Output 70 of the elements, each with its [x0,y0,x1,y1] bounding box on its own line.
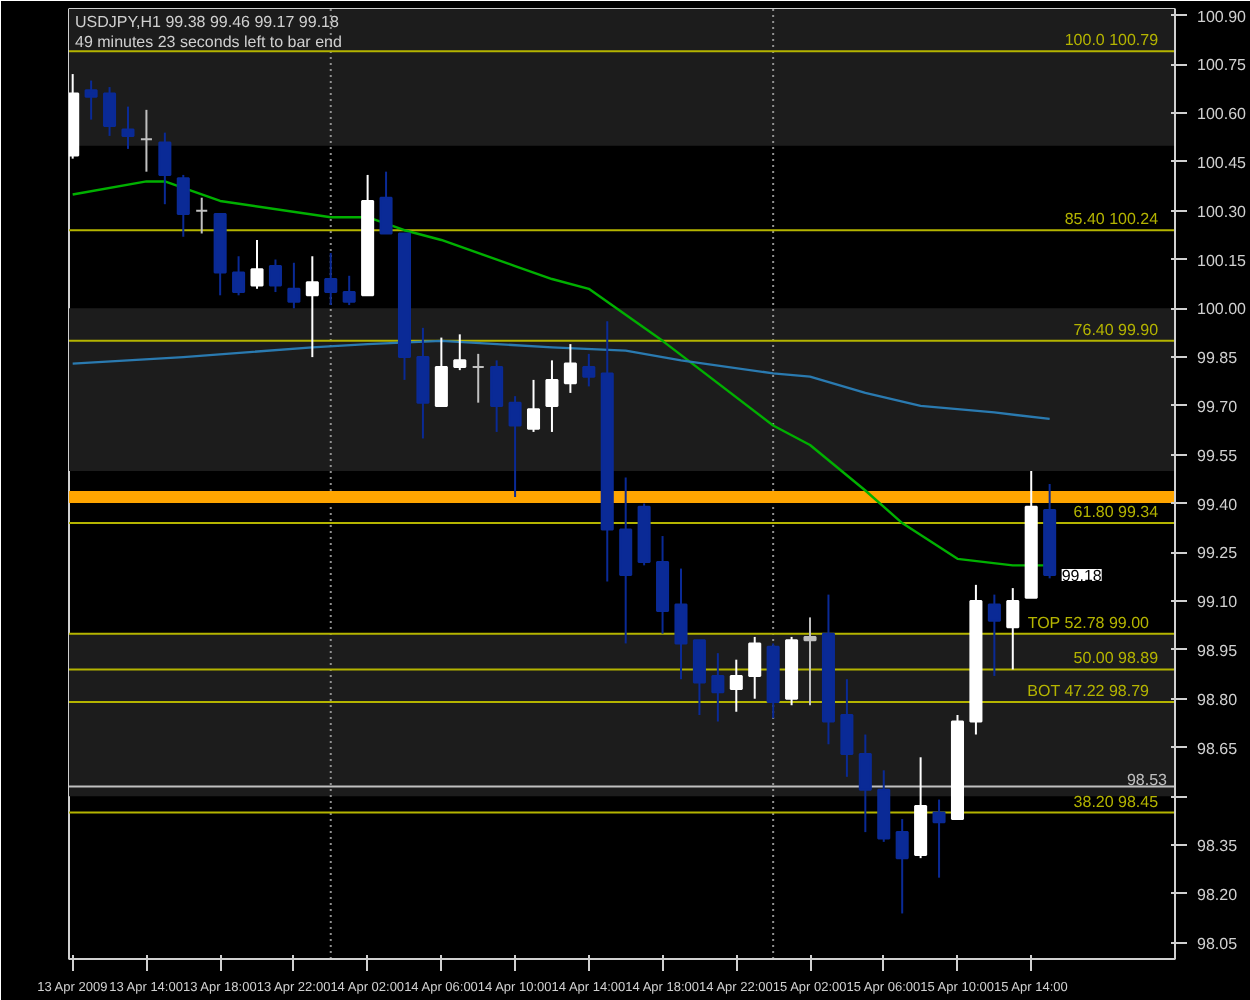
candlestick [232,255,246,297]
candlestick [305,255,319,359]
y-tick-label: 100.75 [1197,56,1248,75]
candlestick [987,593,1001,677]
candlestick [619,476,633,645]
candlestick [840,678,854,778]
ref-line-label: 98.53 [1126,770,1169,789]
candlestick [379,170,393,235]
candlestick [342,274,356,307]
candlestick [324,252,338,307]
y-tick-label: 98.35 [1197,837,1239,856]
y-tick-label: 98.80 [1197,690,1239,709]
candlestick [287,261,301,310]
candlestick [268,258,282,294]
candlestick [453,333,467,372]
ref-line-label: BOT 47.22 98.79 [1027,681,1151,700]
candlestick [490,359,504,433]
chart-title: USDJPY,H1 99.38 99.46 99.17 99.18 [75,13,340,31]
y-tick-label: 100.30 [1197,202,1248,221]
candlestick [139,108,153,173]
y-tick-label: 100.90 [1197,7,1248,26]
y-tick-label: 99.55 [1197,446,1239,465]
candlestick [508,395,522,499]
ref-line-label: 76.40 99.90 [1073,320,1160,339]
annotation: 99.18 [1061,567,1103,586]
y-tick-label: 99.25 [1197,544,1239,563]
candlestick [729,658,743,713]
candlestick [858,733,872,834]
candlestick [434,336,448,407]
candlestick [416,326,430,440]
candlestick [895,818,909,915]
candlestick [195,196,209,235]
ref-line-label: 61.80 99.34 [1073,503,1160,522]
candlestick [674,567,688,681]
candlestick [471,352,485,404]
y-tick-label: 98.95 [1197,641,1239,660]
ref-line-label: 38.20 98.45 [1073,792,1160,811]
candlestick [563,343,577,394]
y-tick-label: 99.85 [1197,349,1239,368]
y-tick-label: 100.45 [1197,153,1248,172]
line-series [71,339,1051,421]
candlestick [711,652,725,723]
y-tick-label: 100.15 [1197,251,1248,270]
y-tick-label: 99.10 [1197,593,1239,612]
candlestick [545,359,559,433]
y-tick-label: 98.65 [1197,739,1239,758]
candlestick [803,616,817,707]
candlestick [692,639,706,716]
ref-line-label: 100.0 100.79 [1064,31,1160,50]
ref-line-label: 50.00 98.89 [1073,649,1160,668]
y-tick-label: 100.00 [1197,300,1248,319]
candlestick [158,131,172,206]
y-tick-label: 99.40 [1197,495,1239,514]
candlestick [84,79,98,121]
text: 49 minutes 23 seconds left to bar end [75,33,342,51]
candlestick [526,378,541,433]
candlestick [1006,587,1020,671]
y-tick-label: 98.20 [1197,885,1239,904]
candlestick [103,86,117,137]
candlestick [121,105,135,150]
candlestick [176,173,190,238]
y-tick-label: 100.60 [1197,105,1248,124]
candlestick [582,352,596,388]
candlestick [250,238,264,290]
ref-line-label: TOP 52.78 99.00 [1027,613,1151,632]
candlestick [748,635,762,700]
candlestick [932,798,946,879]
ref-line-label: 85.40 100.24 [1064,210,1160,229]
y-tick-label: 99.70 [1197,397,1239,416]
y-tick-label: 98.05 [1197,934,1239,953]
